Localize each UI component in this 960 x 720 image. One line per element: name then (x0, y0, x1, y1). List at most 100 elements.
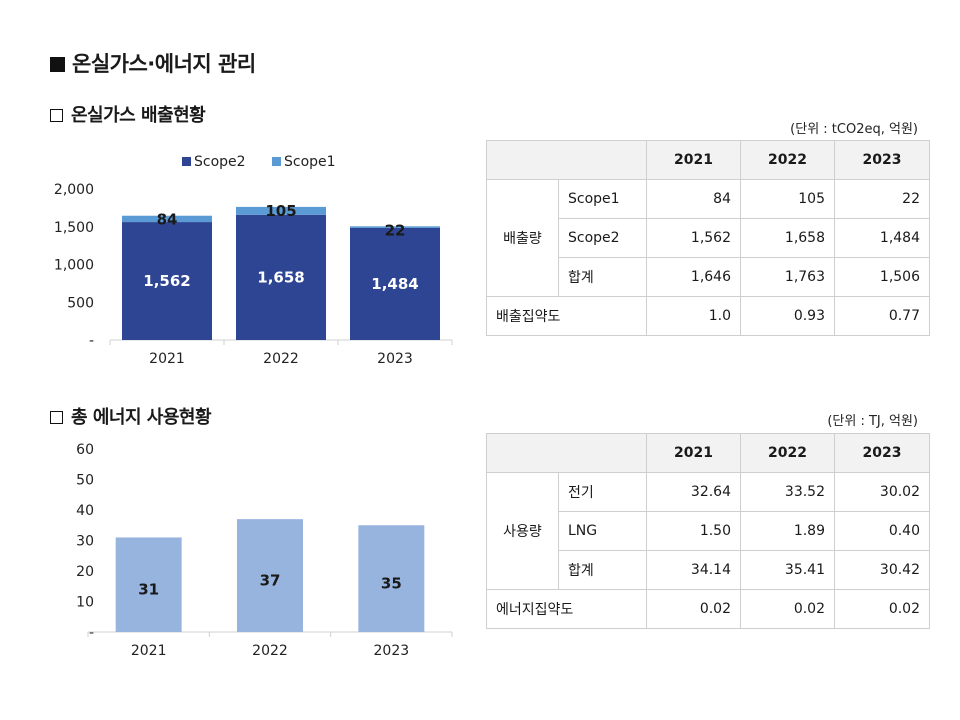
intensity-label: 배출집약도 (486, 296, 647, 336)
table-row: 배출집약도 1.0 0.93 0.77 (486, 296, 930, 336)
bar-scope2 (122, 222, 212, 340)
bar-scope2 (236, 214, 326, 340)
data-label: 35 (381, 575, 402, 593)
row-label: 전기 (558, 472, 647, 512)
header-blank (486, 433, 647, 473)
cell: 1.0 (646, 296, 741, 336)
legend-swatch (272, 157, 281, 166)
cell: 34.14 (646, 550, 741, 590)
bar-value (115, 537, 182, 632)
row-label: LNG (558, 511, 647, 551)
data-label: 37 (260, 572, 281, 590)
table-header-row: 2021 2022 2023 (486, 433, 930, 473)
x-tick-label: 2022 (263, 351, 299, 367)
cell: 1,562 (646, 218, 741, 258)
emissions-section-title: 온실가스 배출현황 (50, 101, 206, 127)
table-row: 사용량 전기 32.64 33.52 30.02 (486, 472, 930, 590)
header-year: 2021 (646, 433, 741, 473)
bar-value (358, 525, 425, 632)
cell: 105 (740, 179, 835, 219)
x-tick-label: 2022 (252, 643, 288, 659)
emissions-unit: (단위 : tCO2eq, 억원) (790, 122, 918, 137)
filled-square-icon (50, 57, 65, 72)
header-blank (486, 140, 647, 180)
cell: 32.64 (646, 472, 741, 512)
table-row: LNG 1.50 1.89 0.40 (487, 511, 930, 551)
cell: 33.52 (740, 472, 835, 512)
x-tick-label: 2021 (149, 351, 185, 367)
data-label: 1,484 (371, 275, 418, 293)
empty-square-icon (50, 109, 63, 122)
energy-title-text: 총 에너지 사용현황 (71, 407, 212, 428)
y-tick-label: 30 (76, 534, 94, 550)
data-label: 1,658 (257, 268, 304, 286)
intensity-label: 에너지집약도 (486, 589, 647, 629)
emissions-title-text: 온실가스 배출현황 (71, 105, 206, 126)
bar-scope1 (350, 226, 440, 228)
legend-label: Scope2 (194, 154, 246, 170)
cell: 35.41 (740, 550, 835, 590)
cell: 1.89 (740, 511, 835, 551)
cell: 1,646 (646, 257, 741, 297)
table-row: 합계 1,646 1,763 1,506 (487, 257, 930, 297)
x-tick-label: 2023 (374, 643, 410, 659)
cell: 30.02 (834, 472, 930, 512)
energy-table: 2021 2022 2023 사용량 전기 32.64 33.52 30.02 … (486, 433, 930, 629)
table-header-row: 2021 2022 2023 (486, 140, 930, 180)
cell: 84 (646, 179, 741, 219)
data-label: 105 (265, 202, 296, 220)
y-tick-label: 1,500 (54, 220, 94, 236)
group-label: 사용량 (486, 472, 559, 590)
y-tick-label: 1,000 (54, 258, 94, 274)
y-tick-label: 50 (76, 473, 94, 489)
x-tick-label: 2023 (377, 351, 413, 367)
row-label: Scope2 (558, 218, 647, 258)
energy-unit: (단위 : TJ, 억원) (827, 414, 918, 429)
bar-scope2 (350, 227, 440, 340)
legend-label: Scope1 (284, 154, 336, 170)
emissions-stacked-bar-chart: - 500 1,000 1,500 2,000 2021 2022 2023 1,562 84 1,… (54, 154, 453, 367)
y-tick-label: 20 (76, 564, 94, 580)
y-tick-label: 2,000 (54, 182, 94, 198)
y-tick-label: 10 (76, 595, 94, 611)
data-label: 1,562 (143, 272, 190, 290)
y-tick-label: - (89, 625, 94, 641)
header-year: 2022 (740, 433, 835, 473)
cell: 1,658 (740, 218, 835, 258)
bar-scope1 (236, 206, 326, 215)
cell: 0.02 (646, 589, 741, 629)
cell: 1,506 (834, 257, 930, 297)
data-label: 84 (157, 211, 178, 229)
cell: 1,484 (834, 218, 930, 258)
y-tick-label: 500 (67, 295, 94, 311)
cell: 1.50 (646, 511, 741, 551)
cell: 0.02 (834, 589, 930, 629)
y-tick-label: - (89, 333, 94, 349)
cell: 0.77 (834, 296, 930, 336)
y-tick-label: 40 (76, 503, 94, 519)
data-label: 31 (138, 581, 159, 599)
x-tick-label: 2021 (131, 643, 167, 659)
table-row: 배출량 Scope1 84 105 22 (486, 179, 930, 297)
empty-square-icon (50, 411, 63, 424)
header-year: 2023 (834, 140, 930, 180)
energy-bar-chart: - 10 20 30 40 50 60 2021 2022 2023 31 37 35 (76, 442, 453, 659)
header-year: 2021 (646, 140, 741, 180)
cell: 1,763 (740, 257, 835, 297)
header-year: 2022 (740, 140, 835, 180)
header-year: 2023 (834, 433, 930, 473)
cell: 30.42 (834, 550, 930, 590)
page-title: 온실가스·에너지 관리 (50, 48, 256, 78)
cell: 0.02 (740, 589, 835, 629)
legend-swatch (182, 157, 191, 166)
table-row: 에너지집약도 0.02 0.02 0.02 (486, 589, 930, 629)
bar-value (237, 519, 303, 632)
page-title-text: 온실가스·에너지 관리 (72, 52, 256, 76)
y-tick-label: 60 (76, 442, 94, 458)
group-label: 배출량 (486, 179, 559, 297)
cell: 0.93 (740, 296, 835, 336)
row-label: Scope1 (558, 179, 647, 219)
data-label: 22 (385, 221, 406, 239)
table-row: 합계 34.14 35.41 30.42 (487, 550, 930, 590)
emissions-table: 2021 2022 2023 배출량 Scope1 84 105 22 Scop… (486, 140, 930, 336)
